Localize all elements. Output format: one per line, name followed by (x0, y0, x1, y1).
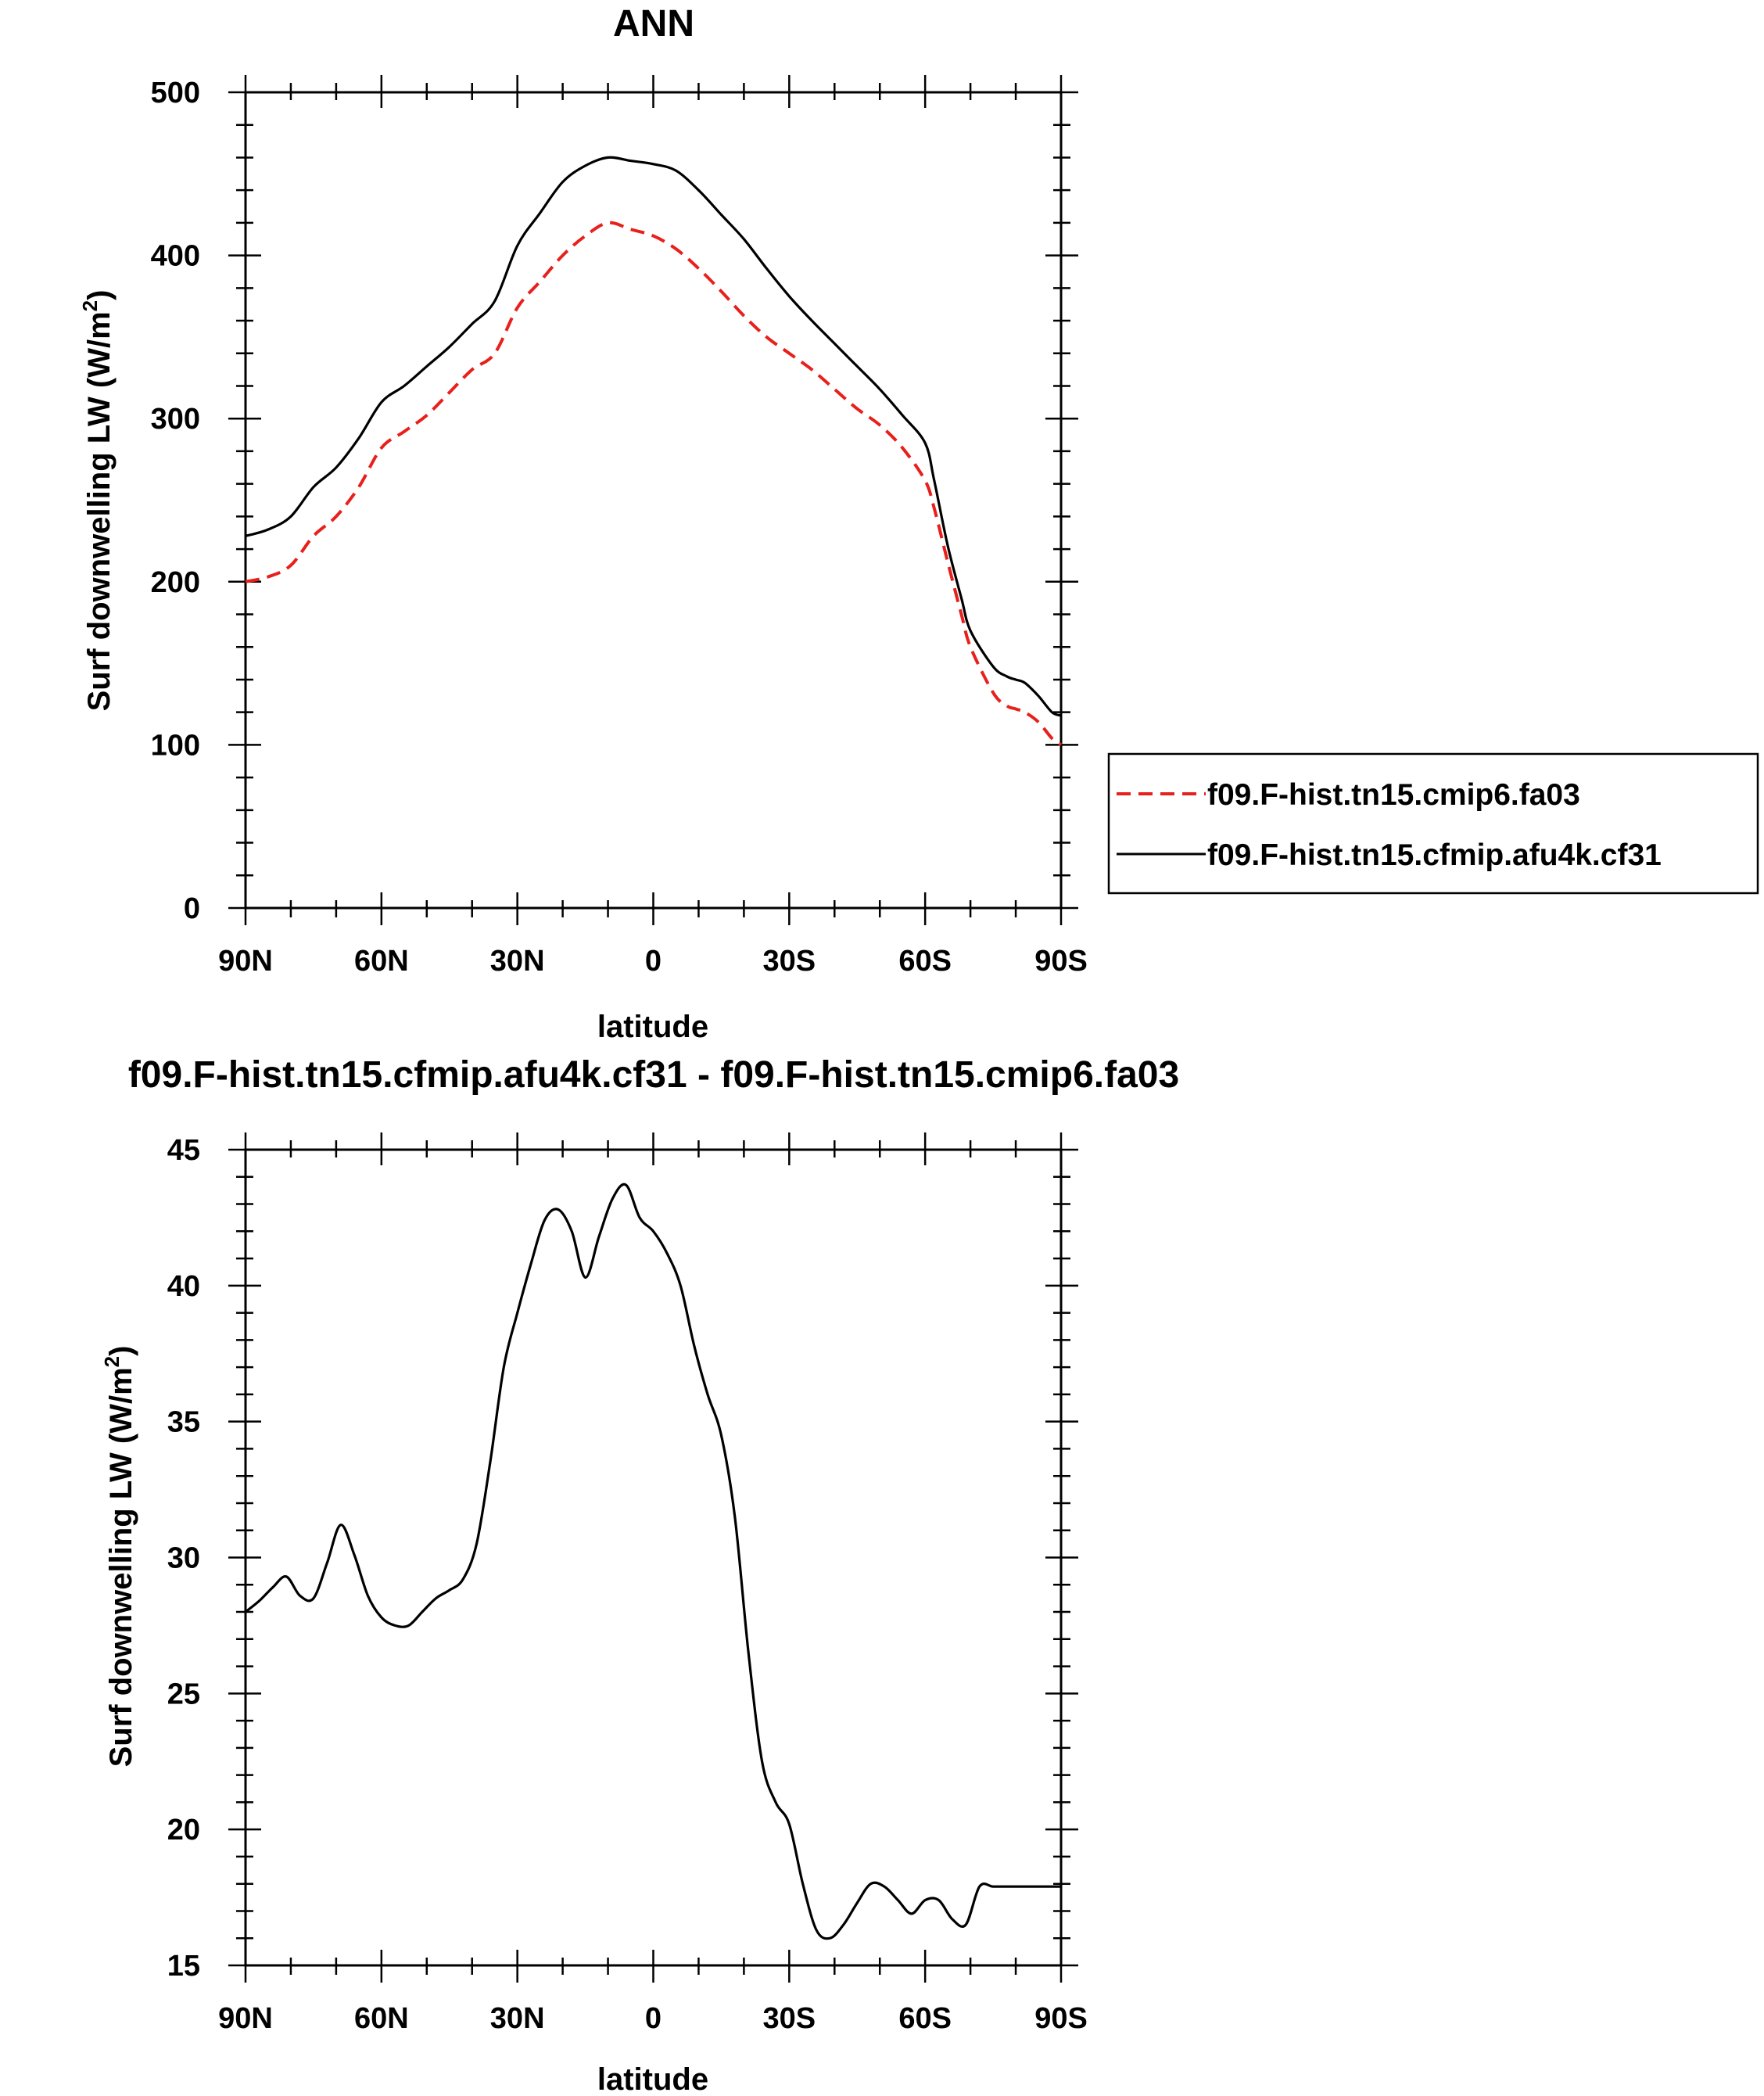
bottom-xtick-label: 90N (218, 2002, 273, 2035)
bottom-series-line-0 (245, 1183, 1061, 1940)
legend-label-cfmip: f09.F-hist.tn15.cfmip.afu4k.cf31 (1207, 838, 1662, 872)
top-x-tick-labels: 90N 60N 30N 0 30S 60S 90S (218, 945, 1088, 978)
legend: f09.F-hist.tn15.cmip6.fa03 f09.F-hist.tn… (1107, 752, 1759, 895)
bottom-ytick-label: 35 (167, 1406, 200, 1439)
top-xtick-label: 30S (763, 945, 816, 978)
top-y-axis-title: Surf downwelling LW (W/m2) (78, 290, 117, 712)
bottom-ytick-label: 25 (167, 1678, 200, 1710)
legend-box (1107, 752, 1759, 895)
bottom-ytick-label: 15 (167, 1950, 200, 1983)
legend-label-cmip6: f09.F-hist.tn15.cmip6.fa03 (1207, 778, 1580, 812)
top-x-axis-title: latitude (597, 1010, 708, 1044)
bottom-y-axis-title-main: Surf downwelling LW (W/m (104, 1367, 138, 1767)
bottom-ytick-label: 30 (167, 1542, 200, 1575)
top-y-axis-title-sup: 2 (78, 300, 102, 311)
bottom-panel: f09.F-hist.tn15.cfmip.afu4k.cf31 - f09.F… (100, 1054, 1179, 2096)
bottom-xtick-label: 30S (763, 2002, 816, 2035)
top-xtick-label: 90N (218, 945, 273, 978)
bottom-ytick-label: 45 (167, 1134, 200, 1167)
bottom-y-axis-title-sup: 2 (100, 1356, 124, 1367)
bottom-series-lines (245, 1183, 1061, 1940)
bottom-y-axis-title-close: ) (104, 1346, 138, 1356)
bottom-chart-title: f09.F-hist.tn15.cfmip.afu4k.cf31 - f09.F… (128, 1054, 1179, 1096)
top-ytick-label: 500 (151, 77, 200, 109)
top-xtick-label: 0 (645, 945, 662, 978)
bottom-plot-frame (244, 1148, 1063, 1967)
top-ytick-label: 100 (151, 729, 200, 762)
bottom-ticks (228, 1132, 1078, 1983)
top-ytick-label: 0 (184, 892, 200, 925)
bottom-xtick-label: 90S (1034, 2002, 1088, 2035)
bottom-x-tick-labels: 90N 60N 30N 0 30S 60S 90S (218, 2002, 1088, 2035)
top-xtick-label: 30N (490, 945, 545, 978)
bottom-xtick-label: 0 (645, 2002, 662, 2035)
bottom-x-axis-title: latitude (597, 2062, 708, 2096)
top-ytick-label: 200 (151, 566, 200, 599)
top-ytick-label: 400 (151, 240, 200, 273)
top-xtick-label: 60S (898, 945, 952, 978)
bottom-ytick-label: 20 (167, 1814, 200, 1847)
bottom-xtick-label: 60S (898, 2002, 952, 2035)
top-series-lines (245, 156, 1063, 747)
bottom-xtick-label: 30N (490, 2002, 545, 2035)
top-ticks (228, 75, 1078, 925)
top-y-tick-labels: 0 100 200 300 400 500 (151, 77, 200, 925)
top-series-line-0 (245, 221, 1063, 747)
top-xtick-label: 90S (1034, 945, 1088, 978)
top-series-line-1 (245, 156, 1062, 717)
bottom-xtick-label: 60N (354, 2002, 409, 2035)
bottom-y-axis-title: Surf downwelling LW (W/m2) (100, 1346, 138, 1768)
bottom-y-tick-labels: 15 20 25 30 35 40 45 (167, 1134, 200, 1983)
top-y-axis-title-close: ) (82, 290, 117, 300)
top-xtick-label: 60N (354, 945, 409, 978)
top-chart-title: ANN (613, 3, 694, 45)
top-y-axis-title-main: Surf downwelling LW (W/m (82, 311, 117, 711)
top-ytick-label: 300 (151, 403, 200, 436)
bottom-ytick-label: 40 (167, 1270, 200, 1303)
top-panel: ANN 0 100 200 300 400 500 90N 60N 30N 0 30S 60S 90S… (78, 3, 1759, 1044)
